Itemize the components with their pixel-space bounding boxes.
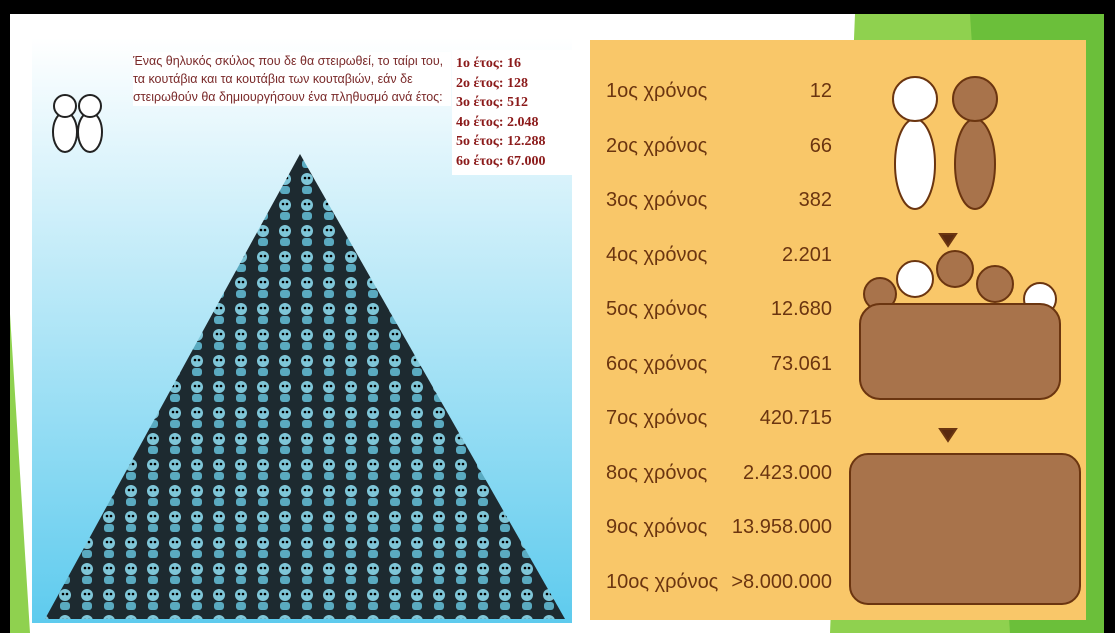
year-label: 5ος χρόνος [606, 298, 707, 321]
count-value: 66 [810, 135, 832, 158]
year-label: 8ος χρόνος [606, 462, 707, 485]
year-label: 4ος χρόνος [606, 244, 707, 267]
year-item: 5ο έτος: 12.288 [456, 132, 568, 152]
year-item: 3ο έτος: 512 [456, 93, 568, 113]
count-value: 2.423.000 [743, 462, 832, 485]
year-label: 9ος χρόνος [606, 516, 707, 539]
year-label: 6ος χρόνος [606, 353, 707, 376]
count-value: 13.958.000 [732, 516, 832, 539]
table-row: 6ος χρόνος 73.061 [590, 353, 832, 383]
table-row: 9ος χρόνος 13.958.000 [590, 516, 832, 546]
table-row: 10ος χρόνος >8.000.000 [590, 571, 832, 601]
slide: Ένας θηλυκός σκύλος που δε θα στειρωθεί,… [10, 14, 1104, 633]
year-item: 2ο έτος: 128 [456, 74, 568, 94]
year-item: 6ο έτος: 67.000 [456, 152, 568, 172]
year-item: 4ο έτος: 2.048 [456, 113, 568, 133]
count-value: 12 [810, 80, 832, 103]
table-row: 2ος χρόνος 66 [590, 135, 832, 165]
year-item: 1ο έτος: 16 [456, 54, 568, 74]
year-label: 2ος χρόνος [606, 135, 707, 158]
count-value: 73.061 [771, 353, 832, 376]
count-value: >8.000.000 [731, 571, 832, 594]
description: Ένας θηλυκός σκύλος που δε θα στειρωθεί,… [133, 52, 451, 106]
count-value: 12.680 [771, 298, 832, 321]
table-row: 1ος χρόνος 12 [590, 80, 832, 110]
year-label: 3ος χρόνος [606, 189, 707, 212]
count-value: 420.715 [760, 407, 832, 430]
table-row: 3ος χρόνος 382 [590, 189, 832, 219]
table-row: 8ος χρόνος 2.423.000 [590, 462, 832, 492]
count-value: 382 [799, 189, 832, 212]
year-label: 1ος χρόνος [606, 80, 707, 103]
table-row: 5ος χρόνος 12.680 [590, 298, 832, 328]
table-row: 7ος χρόνος 420.715 [590, 407, 832, 437]
count-value: 2.201 [782, 244, 832, 267]
year-label: 10ος χρόνος [606, 571, 718, 594]
year-label: 7ος χρόνος [606, 407, 707, 430]
table-row: 4ος χρόνος 2.201 [590, 244, 832, 274]
page: Ένας θηλυκός σκύλος που δε θα στειρωθεί,… [0, 0, 1115, 633]
